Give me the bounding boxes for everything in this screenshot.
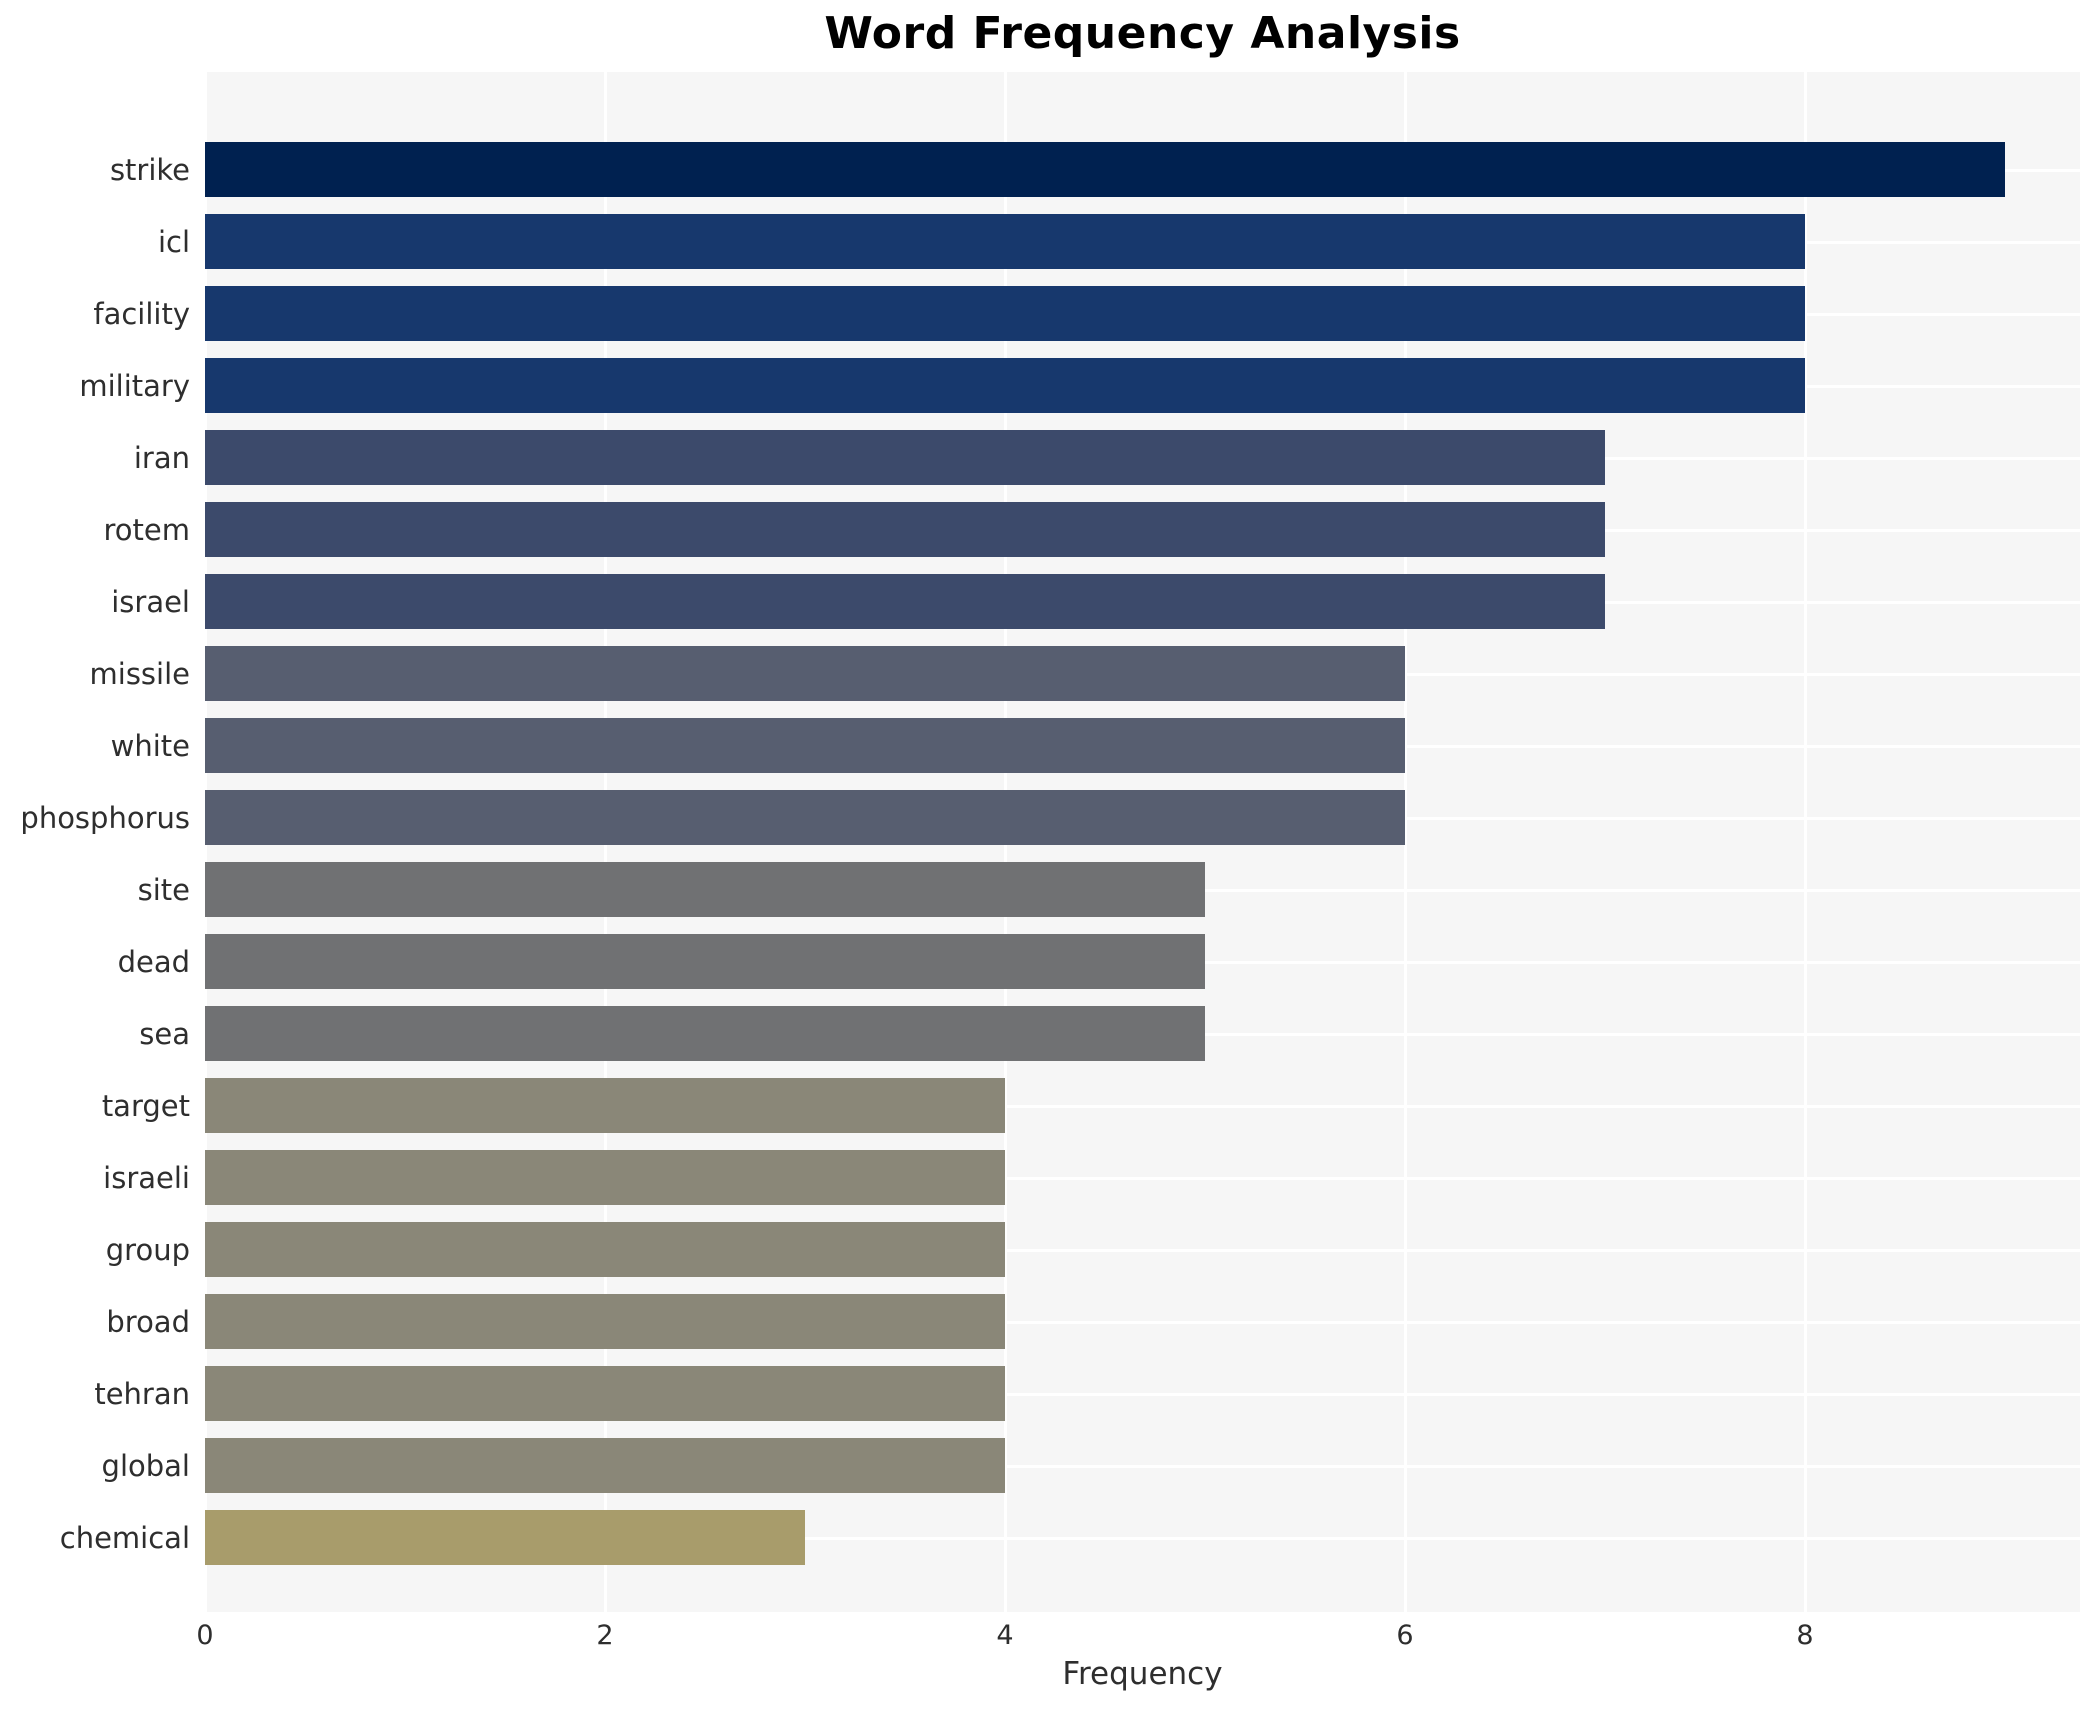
bar-target [205, 1078, 1005, 1133]
bar-global [205, 1438, 1005, 1493]
gridline-row-chemical [205, 1536, 2080, 1540]
gridline-row-tehran [205, 1392, 2080, 1396]
y-label-site: site [137, 872, 190, 907]
gridline-row-global [205, 1464, 2080, 1468]
y-label-chemical: chemical [59, 1520, 190, 1555]
x-tick-0: 0 [196, 1620, 214, 1651]
y-label-phosphorus: phosphorus [20, 800, 190, 835]
bar-military [205, 358, 1805, 413]
bar-israel [205, 574, 1605, 629]
y-label-military: military [79, 368, 190, 403]
gridline-row-target [205, 1104, 2080, 1108]
y-label-israel: israel [111, 584, 190, 619]
y-label-facility: facility [93, 296, 190, 331]
bar-sea [205, 1006, 1205, 1061]
y-label-broad: broad [106, 1304, 190, 1339]
bar-missile [205, 646, 1405, 701]
gridline-row-group [205, 1248, 2080, 1252]
y-label-target: target [101, 1088, 190, 1123]
bar-strike [205, 142, 2005, 197]
bar-israeli [205, 1150, 1005, 1205]
bar-icl [205, 214, 1805, 269]
bar-phosphorus [205, 790, 1405, 845]
y-label-dead: dead [117, 944, 190, 979]
y-label-missile: missile [89, 656, 190, 691]
gridline-row-israeli [205, 1176, 2080, 1180]
plot-area [204, 72, 2080, 1612]
bar-facility [205, 286, 1805, 341]
y-label-global: global [101, 1448, 190, 1483]
y-label-tehran: tehran [94, 1376, 190, 1411]
y-label-white: white [110, 728, 190, 763]
bar-tehran [205, 1366, 1005, 1421]
y-label-icl: icl [157, 224, 190, 259]
bar-chemical [205, 1510, 805, 1565]
y-label-strike: strike [109, 152, 190, 187]
bar-dead [205, 934, 1205, 989]
bar-site [205, 862, 1205, 917]
y-label-group: group [105, 1232, 190, 1267]
gridline-x-6 [1404, 72, 1407, 1612]
x-tick-2: 2 [596, 1620, 614, 1651]
gridline-row-broad [205, 1320, 2080, 1324]
y-label-israeli: israeli [103, 1160, 190, 1195]
bar-broad [205, 1294, 1005, 1349]
y-label-rotem: rotem [103, 512, 191, 547]
bar-group [205, 1222, 1005, 1277]
bar-iran [205, 430, 1605, 485]
bar-rotem [205, 502, 1605, 557]
x-tick-8: 8 [1796, 1620, 1814, 1651]
x-tick-6: 6 [1396, 1620, 1414, 1651]
y-label-sea: sea [139, 1016, 190, 1051]
bar-white [205, 718, 1405, 773]
x-tick-4: 4 [996, 1620, 1014, 1651]
chart-title: Word Frequency Analysis [824, 8, 1461, 59]
gridline-x-8 [1804, 72, 1807, 1612]
y-label-iran: iran [133, 440, 190, 475]
x-axis-label: Frequency [1062, 1656, 1223, 1692]
